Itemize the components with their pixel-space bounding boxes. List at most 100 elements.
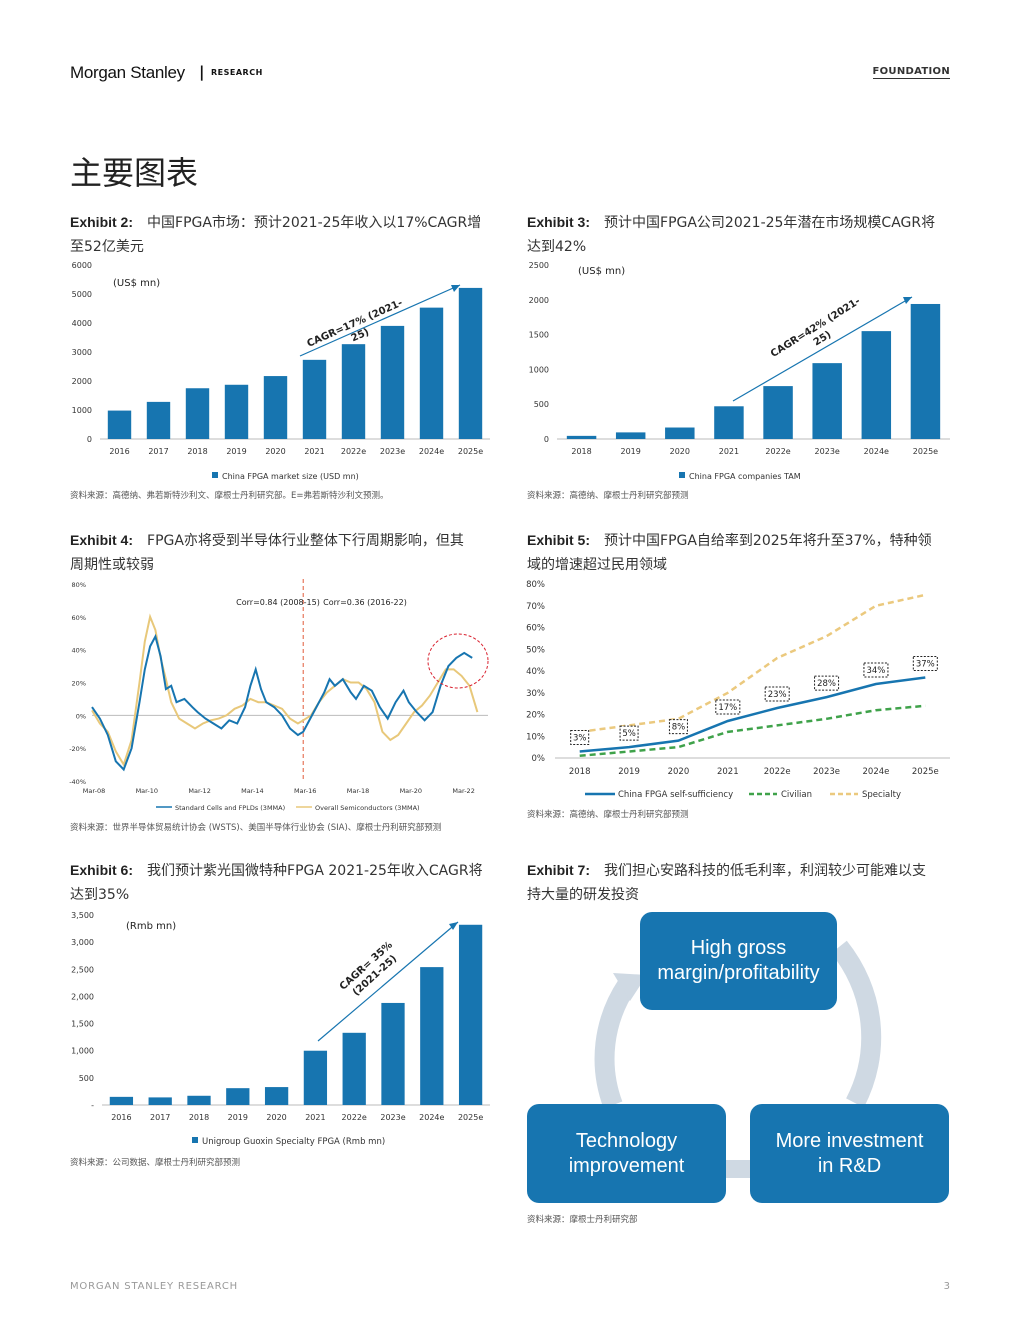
exhibit-4-legend-1: Standard Cells and FPLDs (3MMA)	[175, 804, 285, 812]
exhibit-3-y-tick: 2500	[529, 261, 549, 270]
exhibit-2-title-line2: 至52亿美元	[70, 239, 144, 255]
exhibit-2-title: Exhibit 2: 中国FPGA市场：预计2021-25年收入以17%CAGR增…	[70, 210, 495, 259]
exhibit-2-y-tick: 3000	[72, 348, 92, 357]
cycle-node-profitability-line2: margin/profitability	[657, 962, 820, 984]
exhibit-2-x-tick: 2021	[304, 447, 324, 456]
exhibit-6-bar	[109, 1096, 134, 1105]
exhibit-3-bar	[812, 363, 842, 439]
exhibit-7-title-line2: 持大量的研发投资	[527, 887, 639, 903]
cycle-node-technology-line2: improvement	[568, 1154, 685, 1177]
exhibit-5-line-civilian	[579, 704, 926, 758]
exhibit-4-label: Exhibit 4:	[70, 532, 134, 548]
exhibit-5-data-label: 17%	[718, 703, 737, 713]
exhibit-5-label: Exhibit 5:	[527, 532, 591, 548]
exhibit-6-x-tick: 2016	[111, 1113, 131, 1122]
exhibit-3-title-line2: 达到42%	[527, 239, 587, 255]
exhibit-4-y-tick: -40%	[69, 778, 86, 786]
exhibit-2-x-tick: 2025e	[458, 447, 483, 456]
exhibit-4-line-semis	[91, 613, 479, 768]
exhibit-2-x-tick: 2020	[265, 447, 285, 456]
exhibit-3-x-tick: 2018	[571, 447, 591, 456]
exhibit-3-label: Exhibit 3:	[527, 214, 591, 230]
exhibit-3-legend-swatch	[679, 472, 685, 478]
exhibit-6-bar	[187, 1095, 211, 1105]
exhibit-6-x-tick: 2023e	[380, 1113, 405, 1122]
exhibit-2-bar	[263, 376, 288, 439]
exhibit-6-x-tick: 2019	[228, 1113, 248, 1122]
exhibit-5-title: Exhibit 5: 预计中国FPGA自给率到2025年将升至37%，特种领 域的…	[527, 528, 952, 577]
exhibit-3-cagr-label-1: CAGR=42% (2021-	[769, 296, 862, 360]
exhibit-5-x-tick: 2024e	[863, 767, 890, 777]
exhibit-5-title-line2: 域的增速超过民用领域	[527, 557, 667, 573]
page-title: 主要图表	[70, 154, 199, 192]
exhibit-6-bar	[458, 924, 483, 1105]
cycle-node-investment-line1: More investment	[775, 1129, 924, 1152]
exhibit-6-x-tick: 2020	[266, 1113, 286, 1122]
exhibit-6-label: Exhibit 6:	[70, 862, 134, 878]
exhibit-3-y-tick: 2000	[529, 296, 549, 305]
exhibit-5-data-label: 23%	[768, 690, 787, 700]
exhibit-2-y-tick: 4000	[72, 319, 92, 328]
exhibit-5-legend-2: Civilian	[781, 790, 812, 800]
footer-publisher: MORGAN STANLEY RESEARCH	[70, 1281, 238, 1292]
exhibit-2-y-tick: 2000	[72, 377, 92, 386]
exhibit-6-y-tick: 3,000	[71, 938, 94, 947]
exhibit-2-y-tick: 6000	[72, 261, 92, 270]
exhibit-3-legend: China FPGA companies TAM	[689, 472, 801, 481]
exhibit-3-title: Exhibit 3: 预计中国FPGA公司2021-25年潜在市场规模CAGR将 …	[527, 210, 952, 259]
exhibit-2-x-tick: 2017	[148, 447, 168, 456]
exhibit-4-x-tick: Mar-08	[83, 787, 105, 795]
exhibit-4-corr-2: Corr=0.36 (2016-22)	[323, 598, 407, 607]
exhibit-7-label: Exhibit 7:	[527, 862, 591, 878]
exhibit-6-y-tick: 1,500	[71, 1020, 94, 1029]
exhibit-4-x-tick: Mar-22	[452, 787, 474, 795]
exhibit-4-y-tick: 20%	[72, 680, 86, 688]
exhibit-3-y-tick: 1500	[529, 331, 549, 340]
exhibit-2-title-line1: 中国FPGA市场：预计2021-25年收入以17%CAGR增	[147, 215, 482, 231]
exhibit-2-x-tick: 2019	[226, 447, 246, 456]
exhibit-5-data-label-box	[619, 725, 639, 741]
exhibit-6-cagr-arrow	[317, 921, 459, 1042]
cycle-arrow-bottom	[723, 1160, 755, 1178]
exhibit-6-bar	[226, 1088, 250, 1105]
exhibit-2-bar	[146, 401, 171, 439]
exhibit-2-x-tick: 2024e	[419, 447, 444, 456]
exhibit-3-unit: (US$ mn)	[578, 266, 625, 277]
exhibit-3-x-tick: 2025e	[913, 447, 938, 456]
exhibit-6-y-tick: 2,000	[71, 992, 94, 1001]
exhibit-6-unit: (Rmb mn)	[126, 921, 176, 932]
exhibit-6-x-tick: 2022e	[342, 1113, 367, 1122]
exhibit-2-label: Exhibit 2:	[70, 214, 134, 230]
exhibit-5-data-label: 3%	[573, 733, 587, 743]
exhibit-2-x-tick: 2022e	[341, 447, 366, 456]
exhibit-6-chart: (Rmb mn) - 500 1,000 1,500 2,000 2,500 3,000 3,…	[71, 911, 490, 1147]
exhibit-2-chart: (US$ mn) 0 1000 2000 3000 4000 5000 6000 2016 20…	[72, 261, 490, 481]
exhibit-2-bar	[419, 307, 444, 439]
exhibit-4-title: Exhibit 4: FPGA亦将受到半导体行业整体下行周期影响，但其 周期性或较…	[70, 528, 495, 577]
exhibit-3-bar	[910, 303, 941, 439]
exhibit-3-x-tick: 2023e	[815, 447, 840, 456]
exhibit-2-bar	[107, 410, 132, 439]
exhibit-6-bar	[342, 1032, 366, 1105]
exhibit-5-data-label-box	[863, 662, 889, 678]
exhibit-5-data-label-box	[570, 729, 590, 745]
cycle-node-profitability-line1: High gross	[690, 937, 787, 959]
exhibit-4-x-tick: Mar-16	[294, 787, 316, 795]
exhibit-5-x-tick: 2025e	[912, 767, 939, 777]
exhibit-3-source: 资料来源：高德纳、摩根士丹利研究部预测	[527, 491, 689, 501]
exhibit-2-bar	[341, 344, 366, 439]
exhibit-5-x-tick: 2020	[668, 767, 690, 777]
exhibit-3-bar	[861, 331, 892, 439]
exhibit-2-arrow-head	[451, 285, 460, 292]
exhibit-6-title: Exhibit 6: 我们预计紫光国微特种FPGA 2021-25年收入CAGR将…	[70, 858, 495, 907]
page-number: 3	[943, 1281, 950, 1292]
exhibit-6-legend-swatch	[192, 1137, 198, 1143]
cycle-node-investment-line2: in R&D	[817, 1154, 882, 1177]
exhibit-4-title-line1: FPGA亦将受到半导体行业整体下行周期影响，但其	[147, 533, 464, 549]
exhibit-5-x-tick: 2018	[569, 767, 591, 777]
exhibit-2-legend: China FPGA market size (USD mn)	[222, 472, 359, 481]
exhibit-5-y-tick: 80%	[526, 580, 545, 590]
exhibit-6-bar	[264, 1087, 289, 1105]
exhibit-5-y-tick: 20%	[526, 711, 545, 721]
exhibit-6-bar	[381, 1002, 405, 1105]
